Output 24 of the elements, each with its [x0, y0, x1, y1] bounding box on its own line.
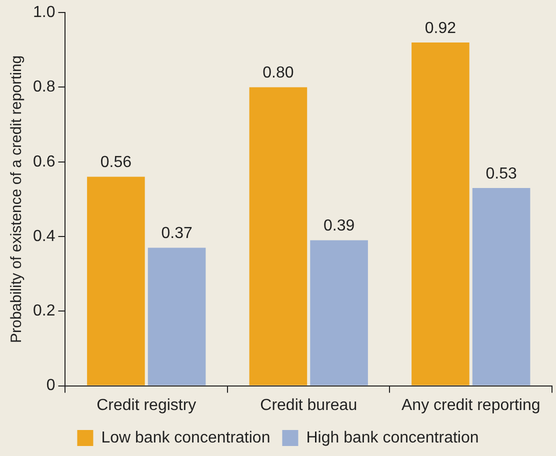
- y-tick-label: 0.4: [32, 228, 56, 245]
- data-label: 0.53: [486, 165, 517, 182]
- bar: [249, 87, 308, 386]
- data-label: 0.37: [161, 225, 192, 242]
- x-tick-label: Credit registry: [96, 396, 196, 414]
- x-tick-label: Credit bureau: [260, 396, 358, 414]
- y-tick-label: 0.6: [32, 153, 56, 170]
- y-tick-label: 0.8: [32, 78, 56, 96]
- bar: [310, 240, 368, 386]
- y-axis-title: Probability of existence of a credit reporting: [8, 55, 26, 344]
- data-label: 0.39: [323, 218, 355, 235]
- bar: [87, 176, 145, 386]
- bar: [412, 42, 470, 386]
- legend-label: Low bank concentration: [101, 429, 270, 446]
- data-label: 0.80: [262, 64, 294, 82]
- data-label: 0.92: [424, 20, 456, 37]
- y-tick-label: 0: [46, 377, 56, 394]
- x-tick-label: Any credit reporting: [402, 396, 540, 414]
- data-label: 0.56: [100, 154, 132, 172]
- bar: [472, 188, 530, 386]
- bar: [148, 248, 206, 386]
- y-tick-label: 1.0: [32, 4, 56, 22]
- legend-label: High bank concentration: [306, 429, 479, 446]
- y-tick-label: 0.2: [32, 302, 56, 320]
